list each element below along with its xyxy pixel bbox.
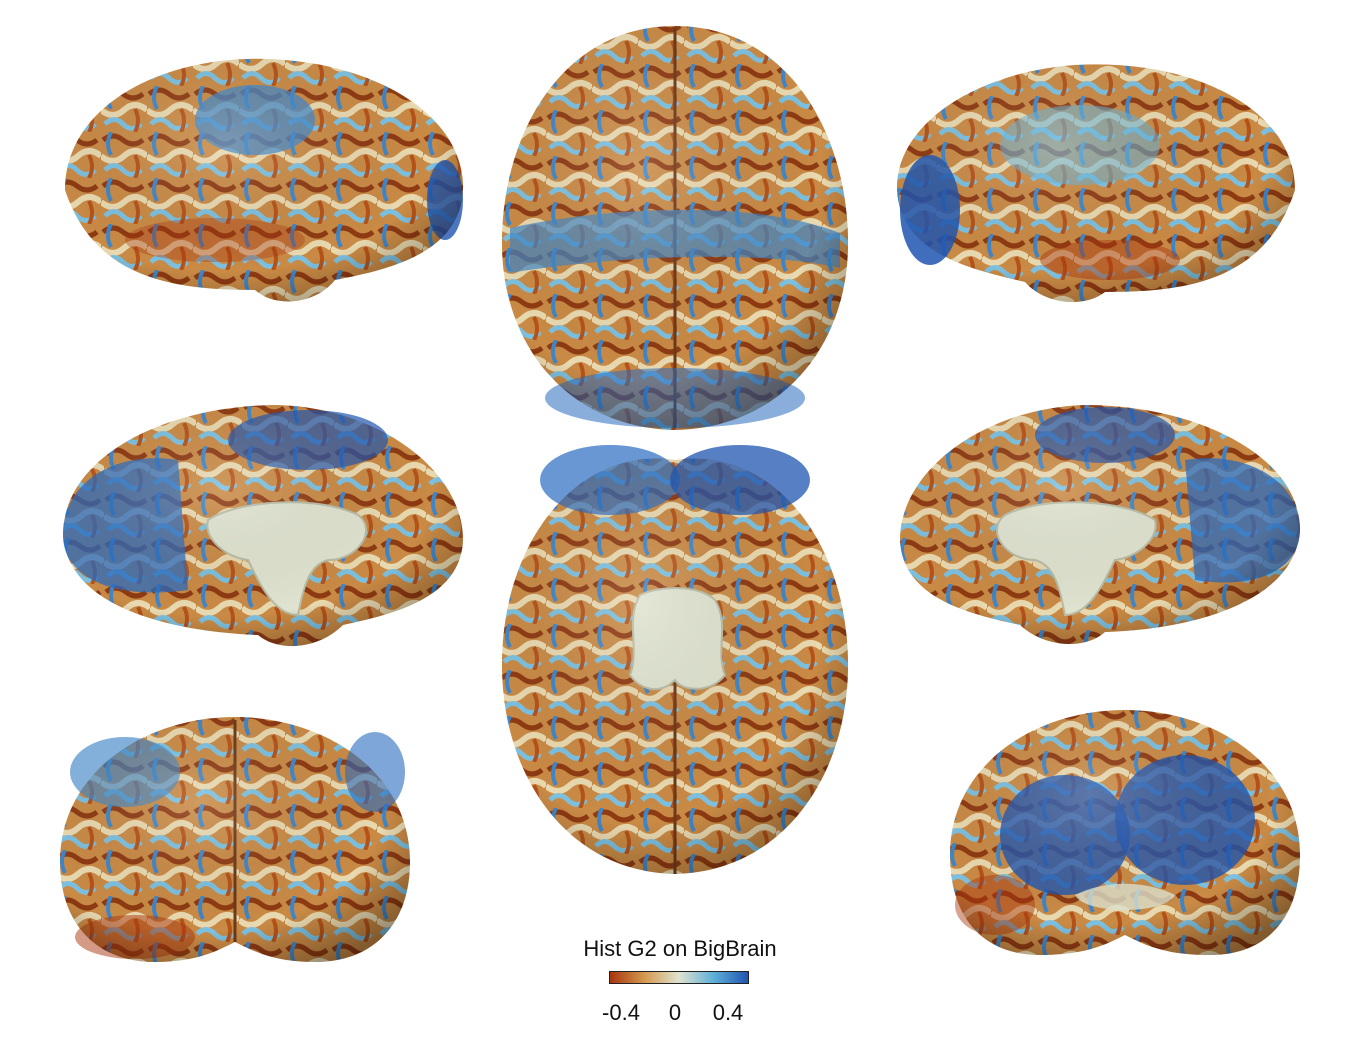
brain-posterior-view	[945, 705, 1305, 960]
brain-medial-left-view	[58, 400, 468, 655]
brain-posterior-view-icon	[950, 710, 1300, 955]
brain-anterior-view-icon	[60, 717, 410, 962]
brain-lateral-view-icon	[65, 58, 464, 302]
brain-medial-view-icon	[900, 405, 1300, 645]
colorbar-title: Hist G2 on BigBrain	[583, 936, 777, 961]
brain-lateral-right-view	[890, 50, 1305, 310]
colorbar-tick-high: 0.4	[712, 1000, 744, 1025]
brain-anterior-view	[55, 712, 415, 967]
brain-medial-right-view	[895, 400, 1305, 650]
brain-dorsal-view-icon	[501, 26, 849, 430]
brain-lateral-left-view	[55, 40, 470, 310]
colorbar-tick-mid: 0	[668, 1000, 682, 1025]
colorbar-tick-low: -0.4	[602, 1000, 640, 1025]
brain-medial-view-icon	[63, 405, 463, 647]
brain-lateral-view-icon	[896, 64, 1295, 303]
colorbar	[609, 971, 749, 984]
brain-ventral-view	[500, 440, 850, 880]
brain-ventral-view-icon	[501, 445, 849, 874]
brain-dorsal-view	[500, 18, 850, 438]
